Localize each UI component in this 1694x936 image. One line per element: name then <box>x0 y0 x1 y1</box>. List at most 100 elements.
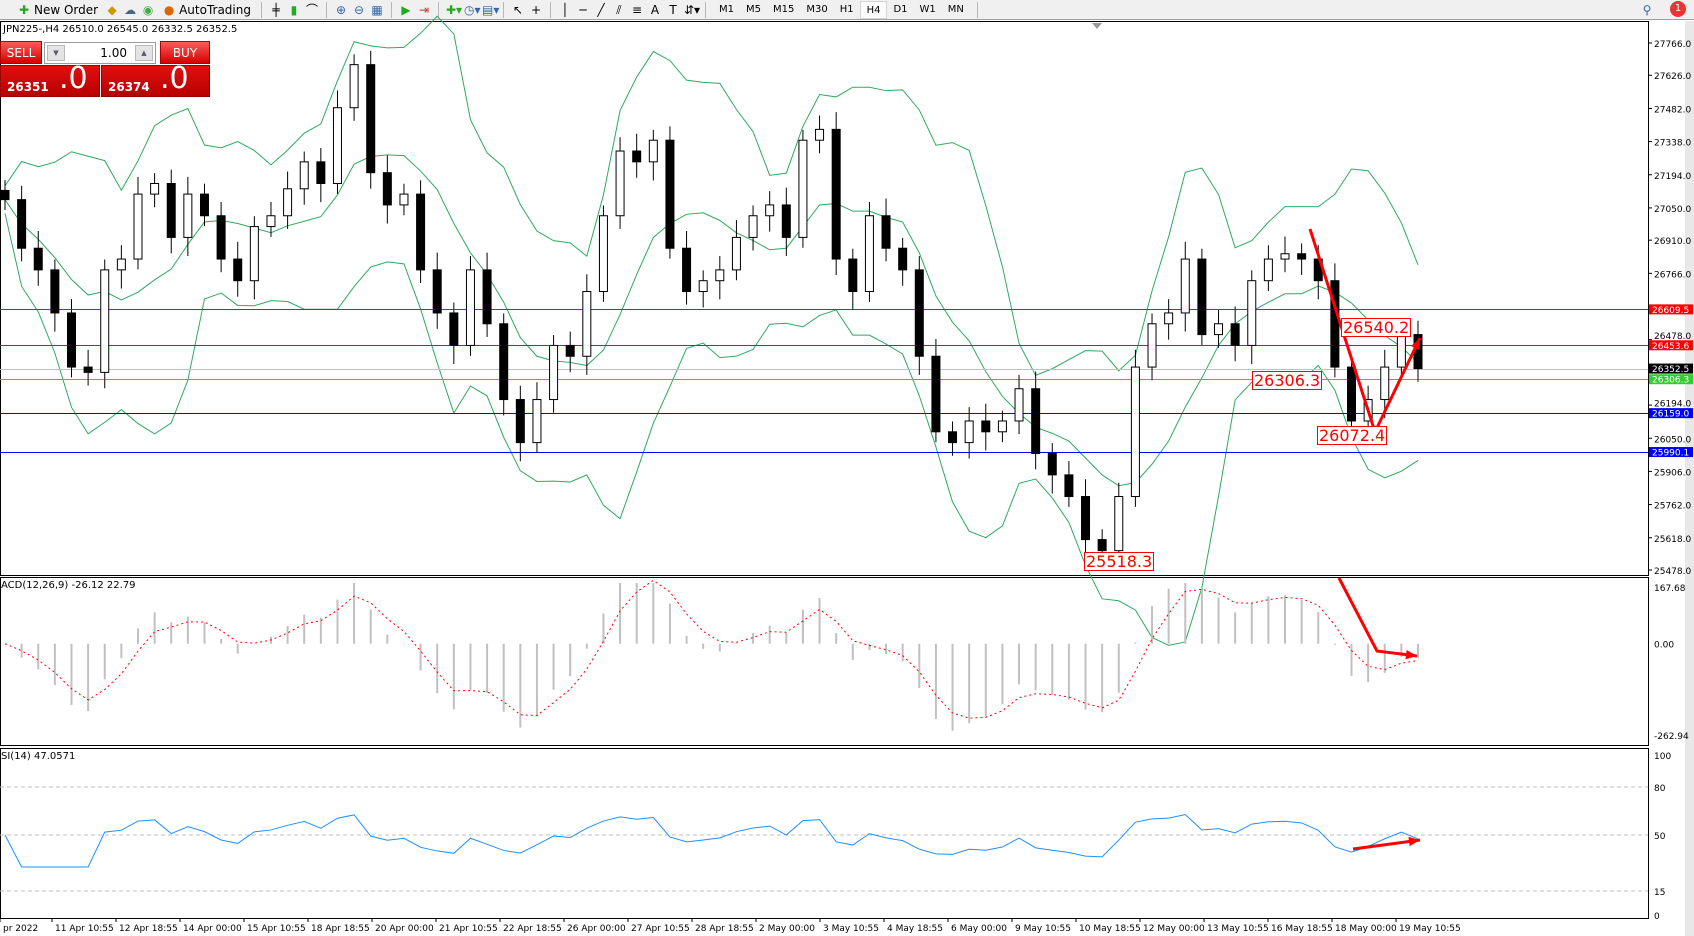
candle-bearish[interactable] <box>781 204 791 238</box>
candle-bearish[interactable] <box>1230 323 1240 346</box>
candle-bullish[interactable] <box>1114 496 1124 552</box>
fibonacci-icon[interactable]: ≡ <box>631 2 643 17</box>
candle-bullish[interactable] <box>349 64 359 109</box>
candle-bullish[interactable] <box>864 215 874 293</box>
candle-bearish[interactable] <box>17 199 27 249</box>
timeframe-h1[interactable]: H1 <box>839 3 854 15</box>
scrollbar[interactable] <box>1685 21 1694 936</box>
candle-bearish[interactable] <box>981 420 991 433</box>
candle-bearish[interactable] <box>166 183 176 238</box>
candle-bullish[interactable] <box>1130 366 1140 498</box>
candle-bearish[interactable] <box>1064 474 1074 498</box>
candle-bearish[interactable] <box>432 269 442 314</box>
candle-bearish[interactable] <box>515 399 525 444</box>
candle-bearish[interactable] <box>416 193 426 271</box>
candle-bullish[interactable] <box>532 399 542 444</box>
candle-bearish[interactable] <box>1347 366 1357 422</box>
timeframe-d1[interactable]: D1 <box>893 3 908 15</box>
candle-bearish[interactable] <box>482 269 492 325</box>
candle-bearish[interactable] <box>1197 258 1207 336</box>
candle-bearish[interactable] <box>50 269 60 314</box>
candle-bullish[interactable] <box>266 215 276 228</box>
candle-bullish[interactable] <box>1396 334 1406 368</box>
candle-bearish[interactable] <box>565 344 575 357</box>
vertical-line-icon[interactable]: │ <box>561 2 569 17</box>
zoom-out-icon[interactable]: ⊖ <box>353 2 365 17</box>
candle-bullish[interactable] <box>1180 258 1190 314</box>
candle-bullish[interactable] <box>798 139 808 238</box>
candle-bearish[interactable] <box>665 139 675 249</box>
macd-arrow-drawing[interactable] <box>1337 577 1418 658</box>
bar-chart-icon[interactable]: ╪ <box>272 2 280 17</box>
candle-bearish[interactable] <box>1097 539 1107 552</box>
candle-bearish[interactable] <box>948 431 958 444</box>
candle-bullish[interactable] <box>1214 323 1224 336</box>
candle-bearish[interactable] <box>83 366 93 373</box>
candle-bullish[interactable] <box>249 226 259 282</box>
lot-size-input[interactable]: ▼ 1.00 ▲ <box>44 42 156 64</box>
candlestick-icon[interactable]: ▮ <box>290 2 298 17</box>
signals-icon[interactable]: ◉ <box>142 2 154 17</box>
tile-windows-icon[interactable]: ▦ <box>371 2 383 17</box>
candle-bullish[interactable] <box>1247 280 1257 346</box>
candle-bullish[interactable] <box>332 107 342 185</box>
candle-bearish[interactable] <box>316 161 326 185</box>
buy-button[interactable]: BUY <box>160 41 210 64</box>
crosshair-icon[interactable]: + <box>530 2 542 17</box>
timeframe-m5[interactable]: M5 <box>745 3 761 15</box>
candle-bearish[interactable] <box>33 247 43 271</box>
price-annotation[interactable]: 26306.3 <box>1252 371 1323 390</box>
candle-bullish[interactable] <box>815 128 825 141</box>
candle-bearish[interactable] <box>848 258 858 293</box>
trendline-icon[interactable]: ╱ <box>597 2 605 17</box>
candle-bearish[interactable] <box>632 150 642 163</box>
notification-badge[interactable]: 1 <box>1670 1 1686 17</box>
candle-bullish[interactable] <box>399 193 409 206</box>
candle-bearish[interactable] <box>449 312 459 346</box>
lot-increase-button[interactable]: ▲ <box>135 45 153 61</box>
timeframe-m1[interactable]: M1 <box>718 3 734 15</box>
candle-bullish[interactable] <box>1263 258 1273 282</box>
candle-bearish[interactable] <box>366 64 376 174</box>
new-order-button[interactable]: ✚ New Order <box>18 2 99 17</box>
candle-bullish[interactable] <box>748 215 758 238</box>
chart-shift-marker-icon[interactable] <box>1092 23 1102 29</box>
candle-bearish[interactable] <box>931 355 941 433</box>
candle-bullish[interactable] <box>1280 253 1290 260</box>
candle-bullish[interactable] <box>731 236 741 271</box>
candle-bullish[interactable] <box>150 183 160 195</box>
candle-bearish[interactable] <box>499 323 509 401</box>
candle-bearish[interactable] <box>1031 388 1041 454</box>
cursor-icon[interactable]: ↖ <box>512 2 524 17</box>
indicators-icon[interactable]: ✚▾ <box>445 2 463 17</box>
candle-bullish[interactable] <box>549 344 559 401</box>
market-watch-icon[interactable]: ◆ <box>107 2 117 17</box>
timeframe-m30[interactable]: M30 <box>806 3 828 15</box>
candle-bearish[interactable] <box>382 172 392 206</box>
sell-price[interactable]: 26351.0 <box>0 61 100 97</box>
search-icon[interactable]: ⚲ <box>1642 2 1652 17</box>
buy-price[interactable]: 26374.0 <box>101 61 210 97</box>
candle-bullish[interactable] <box>299 161 309 190</box>
candle-bullish[interactable] <box>997 420 1007 433</box>
navigator-icon[interactable]: ☁ <box>124 2 137 17</box>
rsi-arrow-drawing[interactable] <box>1352 838 1421 851</box>
candle-bullish[interactable] <box>183 193 193 238</box>
price-annotation[interactable]: 26540.2 <box>1341 318 1412 337</box>
zoom-in-icon[interactable]: ⊕ <box>335 2 347 17</box>
candle-bearish[interactable] <box>216 215 226 260</box>
candle-bullish[interactable] <box>1380 366 1390 401</box>
candle-bullish[interactable] <box>698 280 708 293</box>
candle-bearish[interactable] <box>898 247 908 271</box>
candle-bullish[interactable] <box>116 258 126 271</box>
candle-bullish[interactable] <box>765 204 775 217</box>
candle-bearish[interactable] <box>66 312 76 368</box>
timeframe-h4[interactable]: H4 <box>859 0 888 19</box>
channel-icon[interactable]: ⫽ <box>616 2 622 17</box>
candle-bearish[interactable] <box>1081 496 1091 541</box>
timeframe-m15[interactable]: M15 <box>772 3 795 15</box>
text-label-icon[interactable]: T <box>669 2 677 17</box>
candle-bullish[interactable] <box>1147 323 1157 368</box>
candle-bullish[interactable] <box>1014 388 1024 422</box>
